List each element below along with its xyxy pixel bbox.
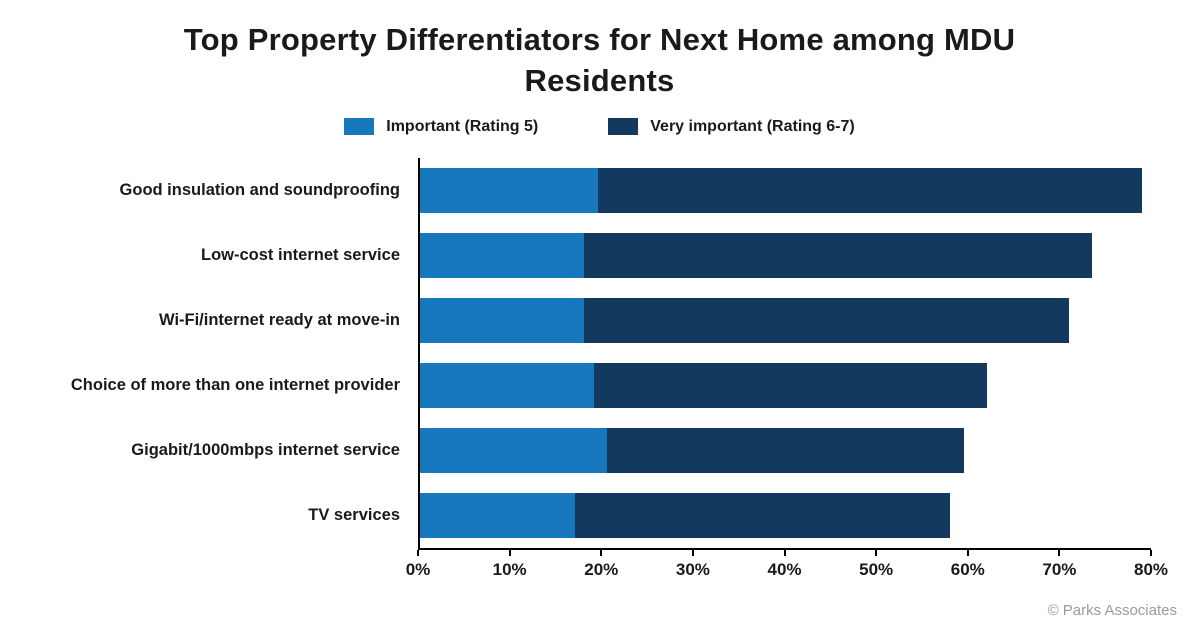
- x-tick-label: 70%: [1042, 559, 1077, 579]
- x-tick-mark: [417, 549, 419, 556]
- bar-track: [420, 353, 1151, 418]
- chart-body: Good insulation and soundproofing Low-cos…: [0, 157, 1199, 550]
- category-label: TV services: [308, 505, 400, 524]
- bar-track: [420, 158, 1151, 223]
- bar-track: [420, 418, 1151, 483]
- bar-segment-important: [420, 492, 576, 538]
- bar-segment-important: [420, 167, 599, 213]
- x-tick-mark: [508, 549, 511, 556]
- chart-title: Top Property Differentiators for Next Ho…: [183, 22, 1016, 98]
- x-axis-ticks: 0% 10% 20% 30% 40% 50% 60% 70% 80%: [406, 549, 1168, 586]
- x-tick-mark: [1150, 549, 1152, 556]
- bar-track: [420, 288, 1151, 353]
- x-tick-label: 30%: [675, 559, 710, 579]
- legend-swatch-very-important: [608, 118, 639, 136]
- x-tick-mark: [783, 549, 786, 556]
- legend-label-very-important: Very important (Rating 6-7): [650, 117, 855, 135]
- bar-segment-important: [420, 427, 608, 473]
- category-label: Wi-Fi/internet ready at move-in: [159, 310, 400, 329]
- copyright-credit: © Parks Associates: [1047, 602, 1177, 619]
- x-tick-label: 60%: [950, 559, 985, 579]
- bar-segment-very-important: [575, 492, 950, 538]
- bar-segment-important: [420, 232, 585, 278]
- bar-segment-very-important: [593, 362, 987, 408]
- x-tick-mark: [600, 549, 603, 556]
- x-tick-label: 0%: [405, 559, 431, 579]
- category-label: Choice of more than one internet provide…: [70, 375, 400, 394]
- bar-segment-very-important: [584, 232, 1092, 278]
- bar-segment-very-important: [607, 427, 964, 473]
- legend-swatch-important: [344, 118, 375, 136]
- x-tick-mark: [966, 549, 969, 556]
- x-tick-mark: [691, 549, 694, 556]
- x-tick-label: 50%: [859, 559, 894, 579]
- bar-track: [420, 483, 1151, 548]
- x-tick-label: 80%: [1133, 559, 1169, 579]
- x-axis-spacer: [0, 550, 418, 586]
- plot-area: [418, 157, 1151, 550]
- x-tick-label: 20%: [584, 559, 619, 579]
- category-labels: Good insulation and soundproofing Low-cos…: [0, 158, 418, 550]
- x-tick-label: 40%: [767, 559, 802, 579]
- category-label: Good insulation and soundproofing: [119, 180, 400, 199]
- bar-segment-very-important: [584, 297, 1069, 343]
- category-label: Low-cost internet service: [201, 245, 400, 264]
- legend-item-important: Important (Rating 5): [344, 118, 538, 136]
- category-label: Gigabit/1000mbps internet service: [131, 440, 400, 459]
- bar-segment-important: [420, 362, 594, 408]
- legend-label-important: Important (Rating 5): [386, 117, 539, 135]
- x-tick-mark: [1058, 549, 1061, 556]
- legend-item-very-important: Very important (Rating 6-7): [608, 117, 855, 136]
- bar-segment-important: [420, 297, 585, 343]
- x-tick-label: 10%: [492, 559, 527, 579]
- bar-track: [420, 223, 1151, 288]
- legend: Important (Rating 5) Very important (Rat…: [0, 118, 1199, 136]
- x-tick-mark: [875, 549, 878, 556]
- bar-segment-very-important: [598, 167, 1142, 213]
- x-axis: 0% 10% 20% 30% 40% 50% 60% 70% 80%: [0, 549, 1199, 586]
